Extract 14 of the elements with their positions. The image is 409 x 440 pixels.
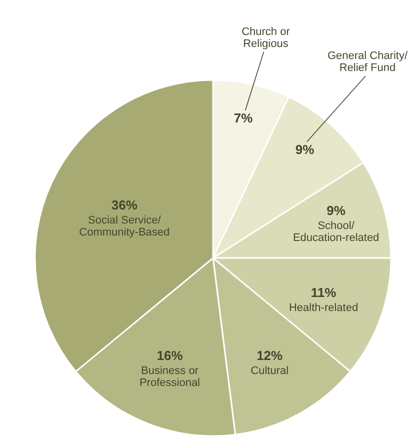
slice-label: Health-related <box>288 302 358 314</box>
data-label: 36% <box>111 197 138 212</box>
data-label: 12% <box>256 348 284 363</box>
data-label: 9% <box>326 203 346 218</box>
slice-label: Social Service/Community-Based <box>79 214 170 238</box>
slice-label: School/Education-related <box>292 220 380 244</box>
slice-label: Business or Professional <box>139 365 200 390</box>
slice-label: Church or Religious <box>242 26 290 50</box>
data-label: 7% <box>234 110 254 126</box>
data-label: 9% <box>295 142 315 157</box>
slice-label: General Charity/Relief Fund <box>327 50 408 74</box>
data-label: 16% <box>156 348 184 364</box>
data-label: 11% <box>310 284 337 300</box>
slice-label: Cultural <box>250 364 289 377</box>
